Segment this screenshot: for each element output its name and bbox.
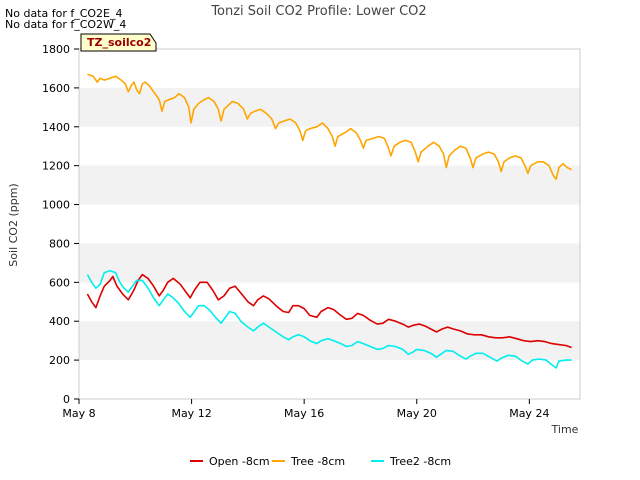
legend-label: Tree -8cm: [290, 455, 345, 468]
y-axis-label: Soil CO2 (ppm): [7, 183, 20, 266]
badge: TZ_soilco2: [80, 33, 157, 52]
no-data-note-2: No data for f_CO2W_4: [5, 18, 127, 31]
series-line-1: [86, 273, 572, 349]
y-tick-label: 0: [63, 393, 70, 406]
x-tick-label: May 20: [397, 407, 437, 420]
x-tick-label: May 12: [171, 407, 211, 420]
x-tick-label: May 16: [284, 407, 324, 420]
series-line-2: [87, 73, 572, 181]
y-axis-ticks: 0 200 400 600 800 1000 1200 1400 1600 1800: [42, 43, 79, 406]
x-tick-label: May 8: [62, 407, 95, 420]
y-tick-label: 400: [49, 315, 70, 328]
grid-band: [79, 243, 580, 283]
badge-label: TZ_soilco2: [87, 36, 151, 49]
series-lines: [86, 73, 572, 369]
y-tick-label: 1600: [42, 82, 70, 95]
plot-frame: [78, 48, 581, 400]
y-tick-label: 1200: [42, 160, 70, 173]
x-axis-ticks: May 8 May 12 May 16 May 20 May 24: [62, 399, 549, 420]
x-tick-label: May 24: [509, 407, 549, 420]
y-tick-label: 800: [49, 237, 70, 250]
series-line-3: [86, 269, 572, 369]
x-axis-label: Time: [551, 423, 579, 436]
y-tick-label: 600: [49, 276, 70, 289]
grid-band: [79, 165, 580, 205]
y-tick-label: 1400: [42, 121, 70, 134]
legend: Open -8cm Tree -8cm Tree2 -8cm: [190, 455, 451, 468]
grid-bands: [79, 87, 580, 361]
y-tick-label: 200: [49, 354, 70, 367]
grid-band: [79, 321, 580, 361]
legend-label: Open -8cm: [209, 455, 270, 468]
legend-label: Tree2 -8cm: [389, 455, 451, 468]
y-tick-label: 1800: [42, 43, 70, 56]
no-data-note-1: No data for f_CO2E_4: [5, 7, 123, 20]
y-tick-label: 1000: [42, 199, 70, 212]
chart-title: Tonzi Soil CO2 Profile: Lower CO2: [210, 4, 426, 19]
